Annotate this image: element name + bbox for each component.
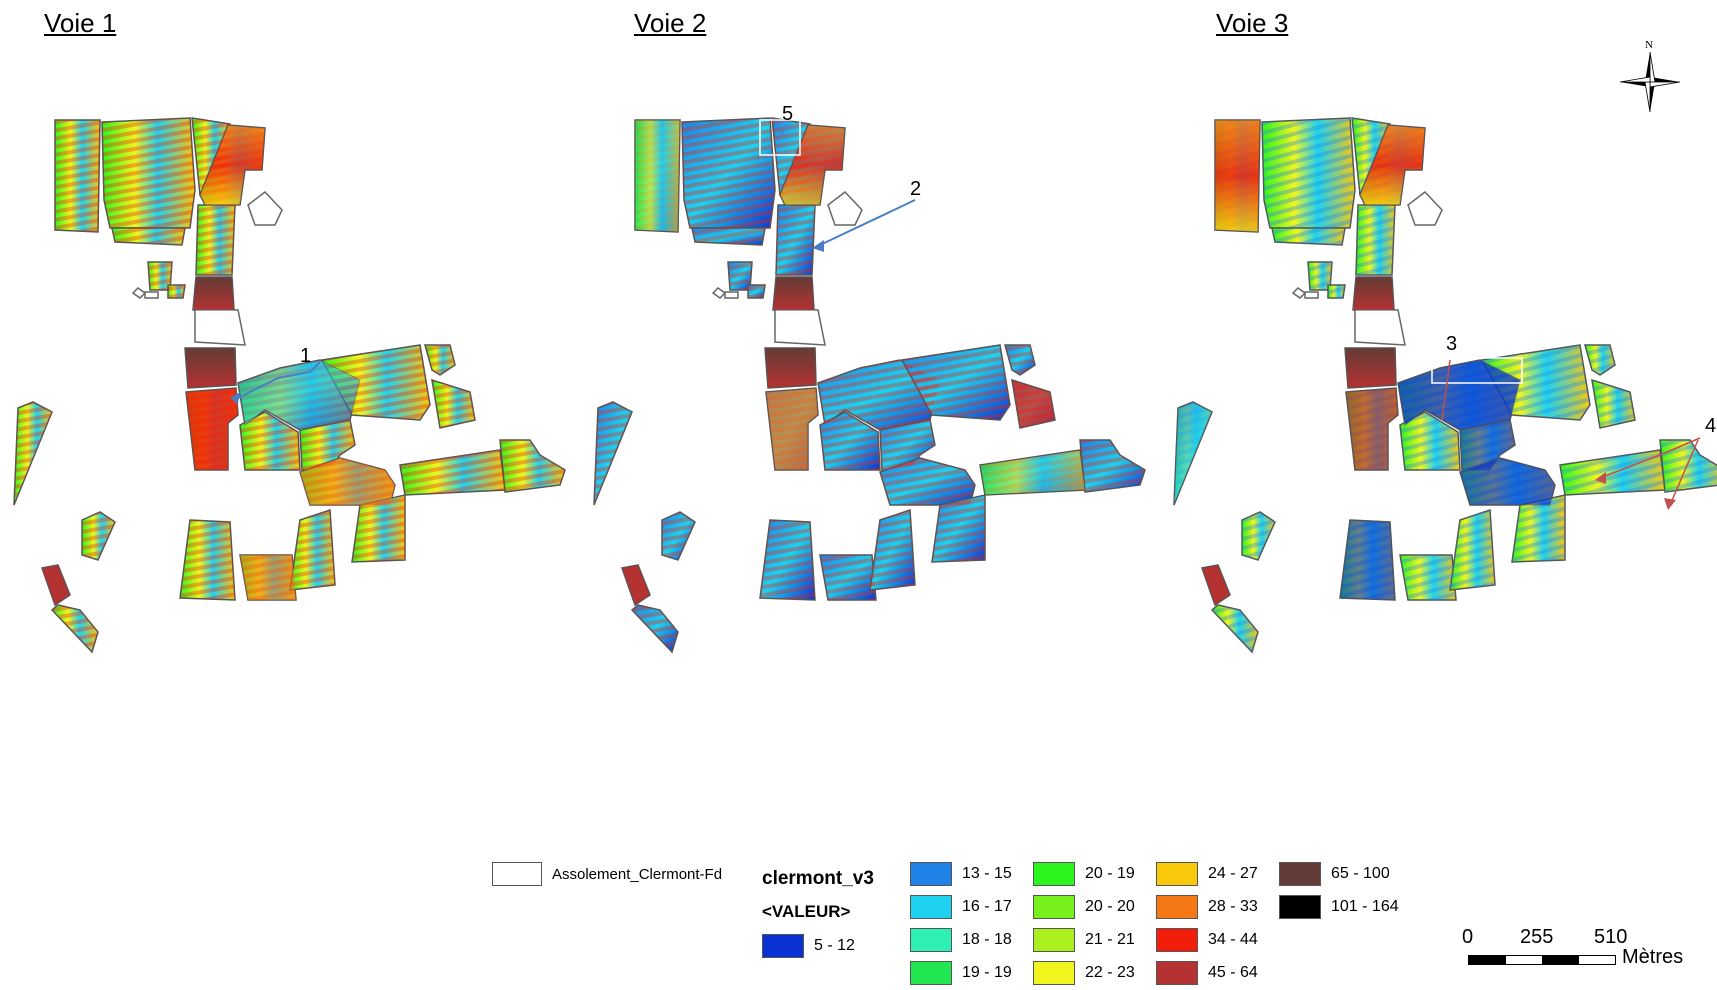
map-canvas: 1 5 2 bbox=[13, 39, 1717, 653]
scale-unit: Mètres bbox=[1622, 946, 1684, 968]
callout-1: 1 bbox=[300, 345, 311, 367]
assolement-swatch bbox=[492, 862, 542, 886]
legend-class-label: 28 - 33 bbox=[1208, 898, 1258, 915]
legend-class-label: 22 - 23 bbox=[1085, 964, 1135, 981]
legend-swatch bbox=[1033, 862, 1075, 886]
legend-class-label: 20 - 19 bbox=[1085, 865, 1135, 882]
panel-title-voie-3: Voie 3 bbox=[1216, 8, 1289, 38]
legend-class-label: 65 - 100 bbox=[1331, 865, 1390, 882]
callout-2: 2 bbox=[910, 178, 921, 200]
legend-swatch bbox=[910, 895, 952, 919]
callout-4: 4 bbox=[1705, 415, 1716, 437]
legend-swatch bbox=[1033, 895, 1075, 919]
legend-swatch bbox=[762, 934, 804, 958]
legend-class-label: 24 - 27 bbox=[1208, 865, 1258, 882]
legend-class-label: 20 - 20 bbox=[1085, 898, 1135, 915]
legend-class-label: 16 - 17 bbox=[962, 898, 1012, 915]
legend-swatch bbox=[1033, 928, 1075, 952]
panel-title-voie-1: Voie 1 bbox=[44, 8, 117, 38]
legend-swatch bbox=[1156, 862, 1198, 886]
scale-tick-0: 0 bbox=[1462, 926, 1474, 948]
legend-swatch bbox=[1033, 961, 1075, 985]
legend-class-label: 34 - 44 bbox=[1208, 931, 1258, 948]
legend-swatch bbox=[1156, 961, 1198, 985]
callout-5: 5 bbox=[782, 103, 793, 125]
scale-bar-graphic bbox=[1468, 955, 1616, 965]
map-panel-voie-1: 1 bbox=[13, 117, 566, 653]
legend-swatch bbox=[910, 961, 952, 985]
legend-class-label: 5 - 12 bbox=[814, 937, 855, 954]
map-panel-voie-2: 5 2 bbox=[593, 103, 1146, 653]
legend-class-label: 21 - 21 bbox=[1085, 931, 1135, 948]
legend-class-label: 13 - 15 bbox=[962, 865, 1012, 882]
assolement-label: Assolement_Clermont-Fd bbox=[552, 866, 723, 883]
legend-swatch bbox=[1279, 895, 1321, 919]
map-panel-voie-3: 3 4 bbox=[1173, 117, 1717, 653]
callout-3: 3 bbox=[1446, 333, 1457, 355]
panel-title-voie-2: Voie 2 bbox=[634, 8, 707, 38]
scale-tick-510: 510 bbox=[1594, 926, 1628, 948]
legend-class-label: 18 - 18 bbox=[962, 931, 1012, 948]
legend-swatch bbox=[910, 862, 952, 886]
legend-class-label: 101 - 164 bbox=[1331, 898, 1399, 915]
legend-swatch bbox=[1279, 862, 1321, 886]
legend-swatch bbox=[910, 928, 952, 952]
legend-swatch bbox=[1156, 895, 1198, 919]
north-arrow-label: N bbox=[1645, 39, 1653, 51]
legend-swatch bbox=[1156, 928, 1198, 952]
scale-tick-255: 255 bbox=[1520, 926, 1554, 948]
legend-class-label: 45 - 64 bbox=[1208, 964, 1258, 981]
legend-class-label: 19 - 19 bbox=[962, 964, 1012, 981]
layer-title: clermont_v3 bbox=[762, 868, 874, 889]
field-title: <VALEUR> bbox=[762, 902, 851, 921]
north-arrow-icon: N bbox=[1619, 39, 1681, 113]
